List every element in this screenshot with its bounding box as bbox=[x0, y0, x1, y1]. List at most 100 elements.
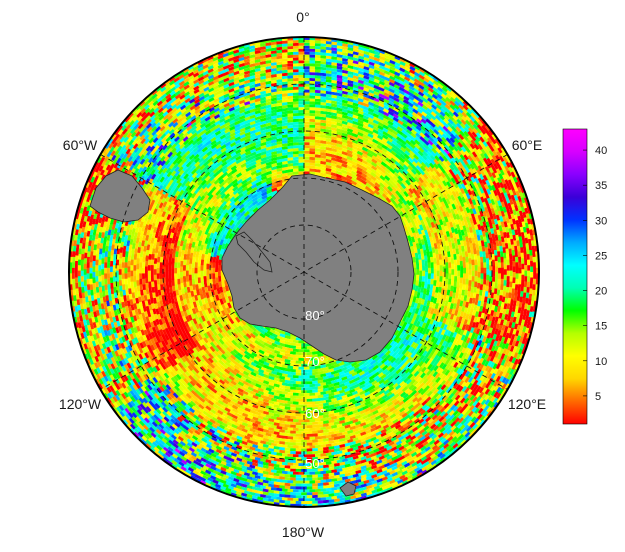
data-cell bbox=[244, 343, 251, 350]
data-cell bbox=[295, 381, 302, 385]
data-cell bbox=[415, 232, 421, 239]
data-cell bbox=[292, 142, 299, 146]
data-cell bbox=[243, 354, 251, 360]
data-cell bbox=[207, 307, 212, 314]
data-cell bbox=[229, 350, 237, 357]
data-cell bbox=[303, 428, 310, 432]
data-cell bbox=[217, 293, 223, 300]
data-cell bbox=[407, 235, 412, 242]
data-cell bbox=[309, 115, 316, 120]
data-cell bbox=[270, 370, 278, 375]
data-cell bbox=[306, 430, 313, 434]
data-cell bbox=[255, 181, 263, 187]
data-cell bbox=[263, 351, 270, 357]
data-cell bbox=[241, 179, 248, 185]
data-cell bbox=[237, 222, 244, 229]
data-cell bbox=[203, 320, 209, 327]
data-cell bbox=[223, 335, 230, 342]
data-cell bbox=[375, 366, 382, 373]
data-cell bbox=[201, 298, 206, 305]
data-cell bbox=[281, 160, 289, 165]
data-cell bbox=[162, 282, 167, 289]
data-cell bbox=[356, 160, 363, 166]
data-cell bbox=[156, 256, 161, 263]
data-cell bbox=[276, 167, 283, 172]
data-cell bbox=[380, 358, 388, 364]
data-cell bbox=[376, 361, 383, 368]
data-cell bbox=[279, 360, 286, 365]
data-cell bbox=[256, 200, 263, 207]
data-cell bbox=[322, 378, 329, 383]
data-cell bbox=[245, 329, 252, 336]
data-cell bbox=[325, 363, 332, 368]
data-cell bbox=[363, 371, 370, 377]
data-cell bbox=[186, 237, 191, 244]
data-cell bbox=[314, 392, 321, 396]
data-cell bbox=[317, 388, 324, 393]
data-cell bbox=[168, 270, 172, 277]
data-cell bbox=[245, 333, 252, 339]
data-cell bbox=[230, 203, 237, 210]
data-cell bbox=[336, 176, 343, 182]
data-cell bbox=[331, 151, 338, 156]
data-cell bbox=[206, 279, 211, 286]
data-cell bbox=[295, 346, 302, 350]
data-cell bbox=[289, 354, 296, 358]
data-cell bbox=[260, 376, 267, 381]
data-cell bbox=[207, 237, 213, 244]
data-cell bbox=[356, 173, 363, 179]
data-cell bbox=[209, 267, 213, 274]
data-cell bbox=[396, 325, 403, 332]
data-cell bbox=[255, 168, 262, 174]
data-cell bbox=[209, 325, 215, 332]
data-cell bbox=[242, 370, 250, 376]
data-cell bbox=[219, 248, 224, 255]
data-cell bbox=[325, 372, 332, 377]
data-cell bbox=[212, 312, 218, 320]
data-cell bbox=[263, 332, 271, 338]
data-cell bbox=[314, 436, 321, 440]
data-cell bbox=[292, 148, 299, 152]
data-cell bbox=[353, 376, 361, 382]
data-cell bbox=[309, 401, 316, 405]
data-cell bbox=[238, 330, 246, 337]
data-cell bbox=[418, 243, 423, 250]
data-cell bbox=[255, 162, 262, 167]
data-cell bbox=[177, 262, 181, 268]
data-cell bbox=[243, 350, 251, 356]
data-cell bbox=[387, 189, 393, 197]
data-cell bbox=[433, 258, 437, 265]
data-cell bbox=[287, 338, 294, 343]
data-cell bbox=[306, 346, 313, 350]
data-cell bbox=[171, 268, 175, 275]
data-cell bbox=[225, 350, 232, 357]
data-cell bbox=[327, 377, 335, 382]
data-cell bbox=[260, 366, 267, 372]
data-cell bbox=[202, 207, 208, 214]
data-cell bbox=[227, 181, 234, 188]
data-cell bbox=[139, 256, 143, 263]
data-cell bbox=[232, 348, 239, 355]
data-cell bbox=[225, 297, 230, 304]
data-cell bbox=[268, 338, 276, 344]
data-cell bbox=[328, 365, 335, 370]
data-cell bbox=[229, 223, 236, 230]
data-cell bbox=[190, 232, 196, 239]
data-cell bbox=[219, 286, 224, 293]
data-cell bbox=[292, 107, 299, 111]
data-cell bbox=[415, 314, 421, 321]
data-cell bbox=[212, 240, 218, 247]
data-cell bbox=[351, 161, 358, 167]
data-cell bbox=[183, 253, 188, 260]
data-cell bbox=[292, 375, 299, 379]
data-cell bbox=[136, 257, 140, 264]
data-cell bbox=[295, 360, 302, 364]
data-cell bbox=[211, 227, 217, 234]
data-cell bbox=[139, 278, 143, 285]
data-cell bbox=[227, 215, 234, 223]
data-cell bbox=[436, 270, 440, 277]
data-cell bbox=[355, 179, 363, 186]
data-cell bbox=[278, 348, 286, 353]
data-cell bbox=[205, 219, 211, 226]
data-cell bbox=[412, 296, 417, 303]
